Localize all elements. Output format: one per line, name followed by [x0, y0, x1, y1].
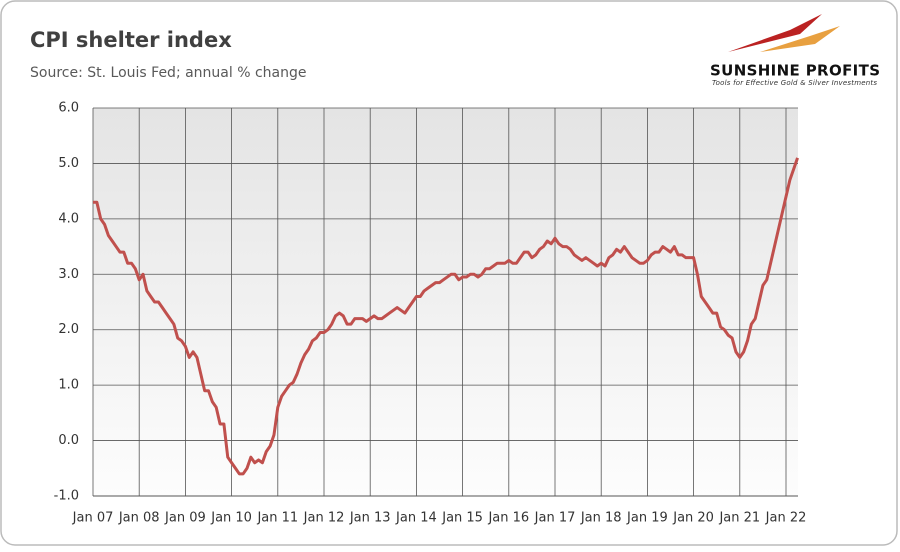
x-tick-label: Jan 22	[765, 511, 807, 526]
data-line	[93, 157, 799, 476]
logo-tagline: Tools for Effective Gold & Silver Invest…	[712, 79, 877, 87]
y-tick-label: 6.0	[58, 101, 79, 116]
x-tick-label: Jan 15	[441, 511, 483, 526]
x-tick-label: Jan 14	[395, 511, 437, 526]
chart-subtitle: Source: St. Louis Fed; annual % change	[30, 65, 307, 81]
y-tick-label: 4.0	[58, 211, 79, 226]
plot-area	[93, 108, 798, 496]
x-tick-label: Jan 08	[118, 511, 160, 526]
x-tick-label: Jan 13	[349, 511, 391, 526]
logo-name: SUNSHINE PROFITS	[710, 62, 880, 80]
x-tick-label: Jan 12	[303, 511, 345, 526]
x-tick-label: Jan 18	[580, 511, 622, 526]
y-tick-label: -1.0	[54, 489, 79, 504]
y-tick-label: 1.0	[58, 378, 79, 393]
logo: SUNSHINE PROFITS Tools for Effective Gol…	[710, 14, 880, 87]
x-tick-label: Jan 10	[210, 511, 252, 526]
x-tick-label: Jan 07	[72, 511, 114, 526]
x-tick-label: Jan 17	[534, 511, 576, 526]
y-tick-label: 2.0	[58, 322, 79, 337]
x-tick-label: Jan 19	[626, 511, 668, 526]
y-tick-label: 0.0	[58, 433, 79, 448]
x-tick-label: Jan 11	[256, 511, 298, 526]
x-tick-label: Jan 16	[487, 511, 529, 526]
y-tick-label: 3.0	[58, 267, 79, 282]
x-tick-label: Jan 20	[672, 511, 714, 526]
chart-title: CPI shelter index	[30, 28, 232, 52]
x-tick-label: Jan 21	[718, 511, 760, 526]
y-tick-label: 5.0	[58, 156, 79, 171]
x-tick-label: Jan 09	[164, 511, 206, 526]
